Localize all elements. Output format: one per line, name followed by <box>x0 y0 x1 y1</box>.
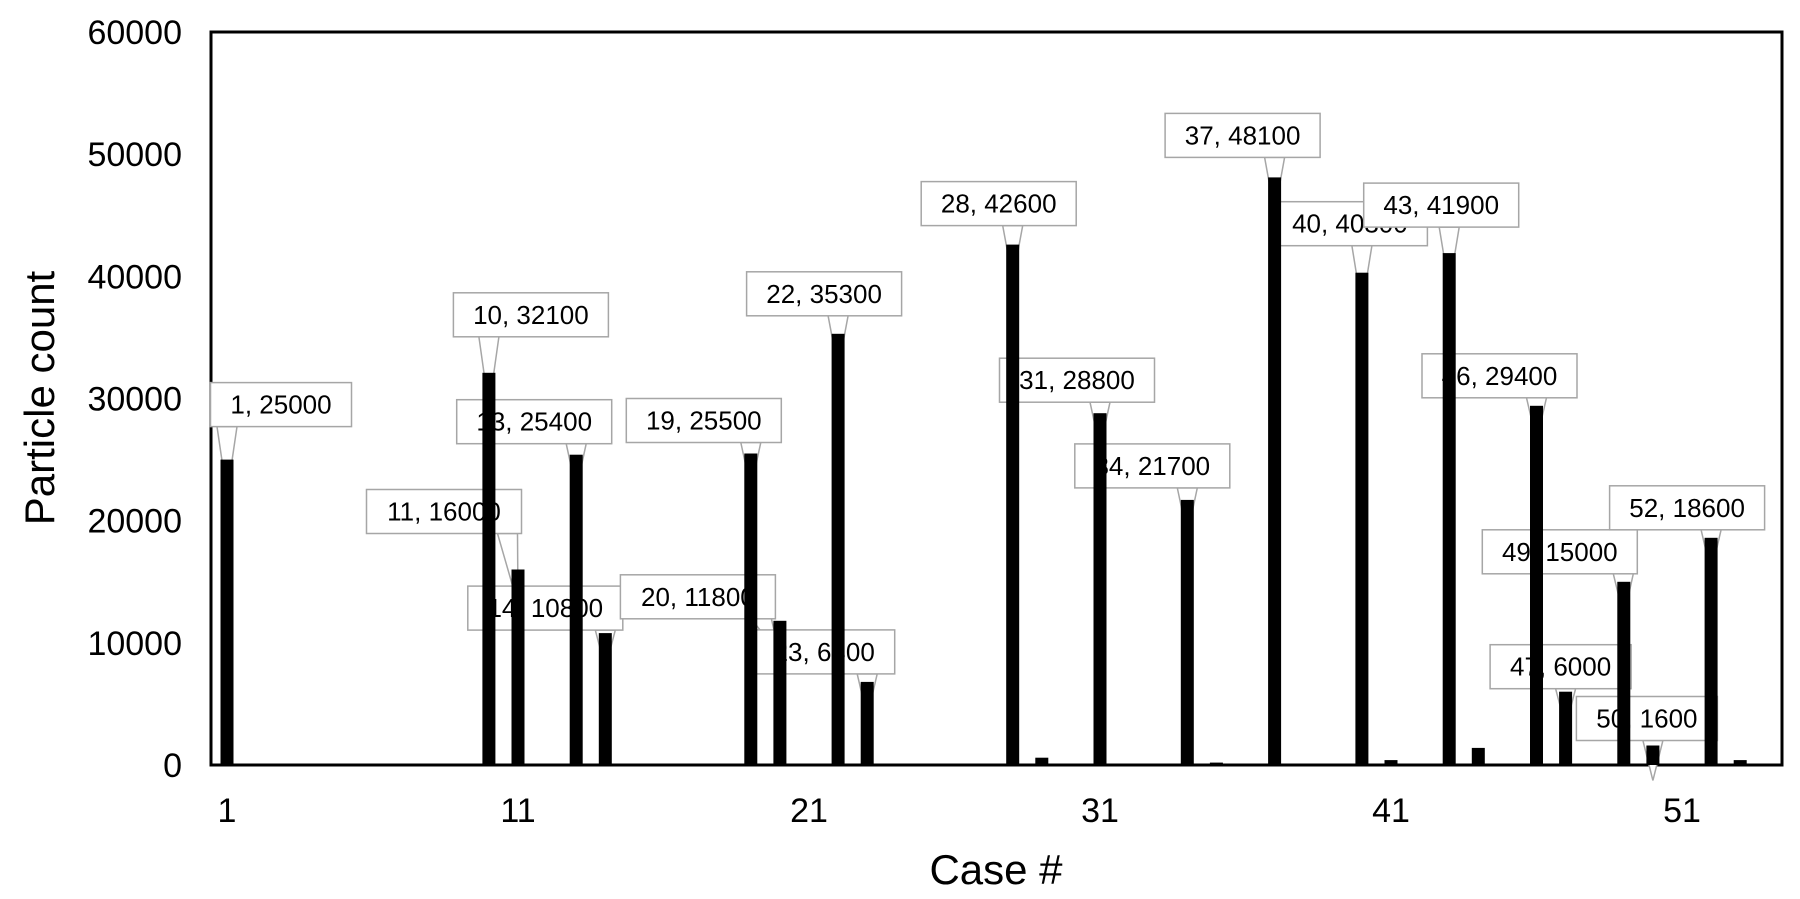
y-tick-label: 30000 <box>87 381 182 419</box>
data-label-text: 23, 6800 <box>774 637 875 667</box>
x-tick-label: 11 <box>500 792 535 830</box>
data-label-box <box>920 180 1077 227</box>
data-label-box <box>1164 112 1321 159</box>
y-tick-label: 40000 <box>87 258 182 296</box>
data-label-text: 10, 32100 <box>473 300 589 330</box>
data-label-text: 19, 25500 <box>646 406 762 436</box>
data-label-text: 47, 6000 <box>1510 652 1611 682</box>
bar-case-40 <box>1355 272 1369 765</box>
x-tick-label: 51 <box>1663 792 1701 830</box>
data-label-text: 31, 28800 <box>1019 365 1135 395</box>
bar-case-43 <box>1442 253 1456 765</box>
data-label-case-50: 50, 1600 <box>1575 695 1719 781</box>
data-label-text: 14, 10800 <box>487 593 603 623</box>
y-tick-label: 60000 <box>87 14 182 52</box>
x-axis-title: Case # <box>929 846 1063 893</box>
data-label-case-22: 22, 35300 <box>745 271 903 369</box>
data-label-text: 1, 25000 <box>230 390 331 420</box>
data-label-case-10: 10, 32100 <box>452 292 610 408</box>
x-tick-label: 21 <box>790 792 828 830</box>
data-label-text: 43, 41900 <box>1383 190 1499 220</box>
y-axis-title: Particle count <box>16 270 63 525</box>
data-label-case-19: 19, 25500 <box>625 397 783 489</box>
bar-case-13 <box>569 454 583 765</box>
bar-case-22 <box>831 333 845 765</box>
x-tick-label: 31 <box>1081 792 1119 830</box>
y-tick-label: 50000 <box>87 136 182 174</box>
bar-case-34 <box>1180 499 1194 765</box>
bar-case-44 <box>1471 747 1485 765</box>
data-label-text: 50, 1600 <box>1596 704 1697 734</box>
bar-case-49 <box>1617 581 1631 766</box>
bar-case-28 <box>1006 244 1020 766</box>
bar-case-14 <box>598 633 612 765</box>
data-label-text: 46, 29400 <box>1442 361 1558 391</box>
data-label-case-52: 52, 18600 <box>1608 485 1766 573</box>
data-label-box <box>1575 695 1719 742</box>
x-tick-label: 41 <box>1372 792 1410 830</box>
data-label-box <box>1608 485 1766 531</box>
bar-case-23 <box>860 681 874 765</box>
bar-case-37 <box>1268 177 1282 765</box>
bar-case-41 <box>1384 760 1398 765</box>
data-label-box <box>1481 529 1639 575</box>
data-label-text: 11, 16000 <box>387 497 501 527</box>
data-label-box <box>365 488 523 535</box>
bar-case-11 <box>511 569 525 765</box>
bar-case-52 <box>1704 537 1718 765</box>
data-label-text: 34, 21700 <box>1094 451 1210 481</box>
bar-case-20 <box>773 620 787 765</box>
data-labels: 1, 25000 10, 32100 11, 16000 13, 25400 14, 1… <box>209 112 1766 781</box>
bar-case-19 <box>744 453 758 765</box>
data-label-text: 52, 18600 <box>1629 493 1745 523</box>
bars <box>220 177 1747 766</box>
bar-case-31 <box>1093 413 1107 765</box>
data-label-box <box>1489 643 1632 690</box>
bar-case-47 <box>1559 691 1573 765</box>
data-label-text: 28, 42600 <box>941 189 1057 219</box>
y-axis-ticks: 0 10000 20000 30000 40000 50000 60000 <box>87 14 182 785</box>
data-label-box <box>209 381 353 428</box>
x-axis-ticks: 1 11 21 31 41 51 <box>218 792 1701 830</box>
bar-case-10 <box>482 372 496 765</box>
data-label-box <box>625 397 783 444</box>
data-label-case-28: 28, 42600 <box>920 180 1077 280</box>
x-tick-label: 1 <box>218 792 237 830</box>
data-label-box <box>1362 182 1520 228</box>
data-label-case-34: 34, 21700 <box>1074 443 1231 536</box>
bar-case-1 <box>220 459 234 765</box>
data-label-case-11: 11, 16000 <box>365 488 523 605</box>
y-tick-label: 20000 <box>87 503 182 541</box>
data-label-text: 13, 25400 <box>476 407 592 437</box>
bar-case-29 <box>1035 757 1049 765</box>
data-label-text: 37, 48100 <box>1185 120 1301 150</box>
bar-case-50 <box>1646 745 1660 765</box>
data-label-box <box>452 292 610 338</box>
data-label-text: 22, 35300 <box>766 279 882 309</box>
data-label-case-37: 37, 48100 <box>1164 112 1321 213</box>
data-label-box <box>998 357 1156 403</box>
y-tick-label: 10000 <box>87 625 182 663</box>
bar-case-35 <box>1209 762 1223 765</box>
data-label-box <box>745 271 903 317</box>
data-label-text: 20, 11800 <box>641 582 755 612</box>
y-tick-label: 0 <box>163 747 182 785</box>
data-label-case-31: 31, 28800 <box>998 357 1156 449</box>
data-label-case-43: 43, 41900 <box>1362 182 1520 289</box>
data-label-text: 49, 15000 <box>1502 537 1618 567</box>
bar-case-53 <box>1733 760 1747 765</box>
bar-case-46 <box>1530 405 1543 765</box>
